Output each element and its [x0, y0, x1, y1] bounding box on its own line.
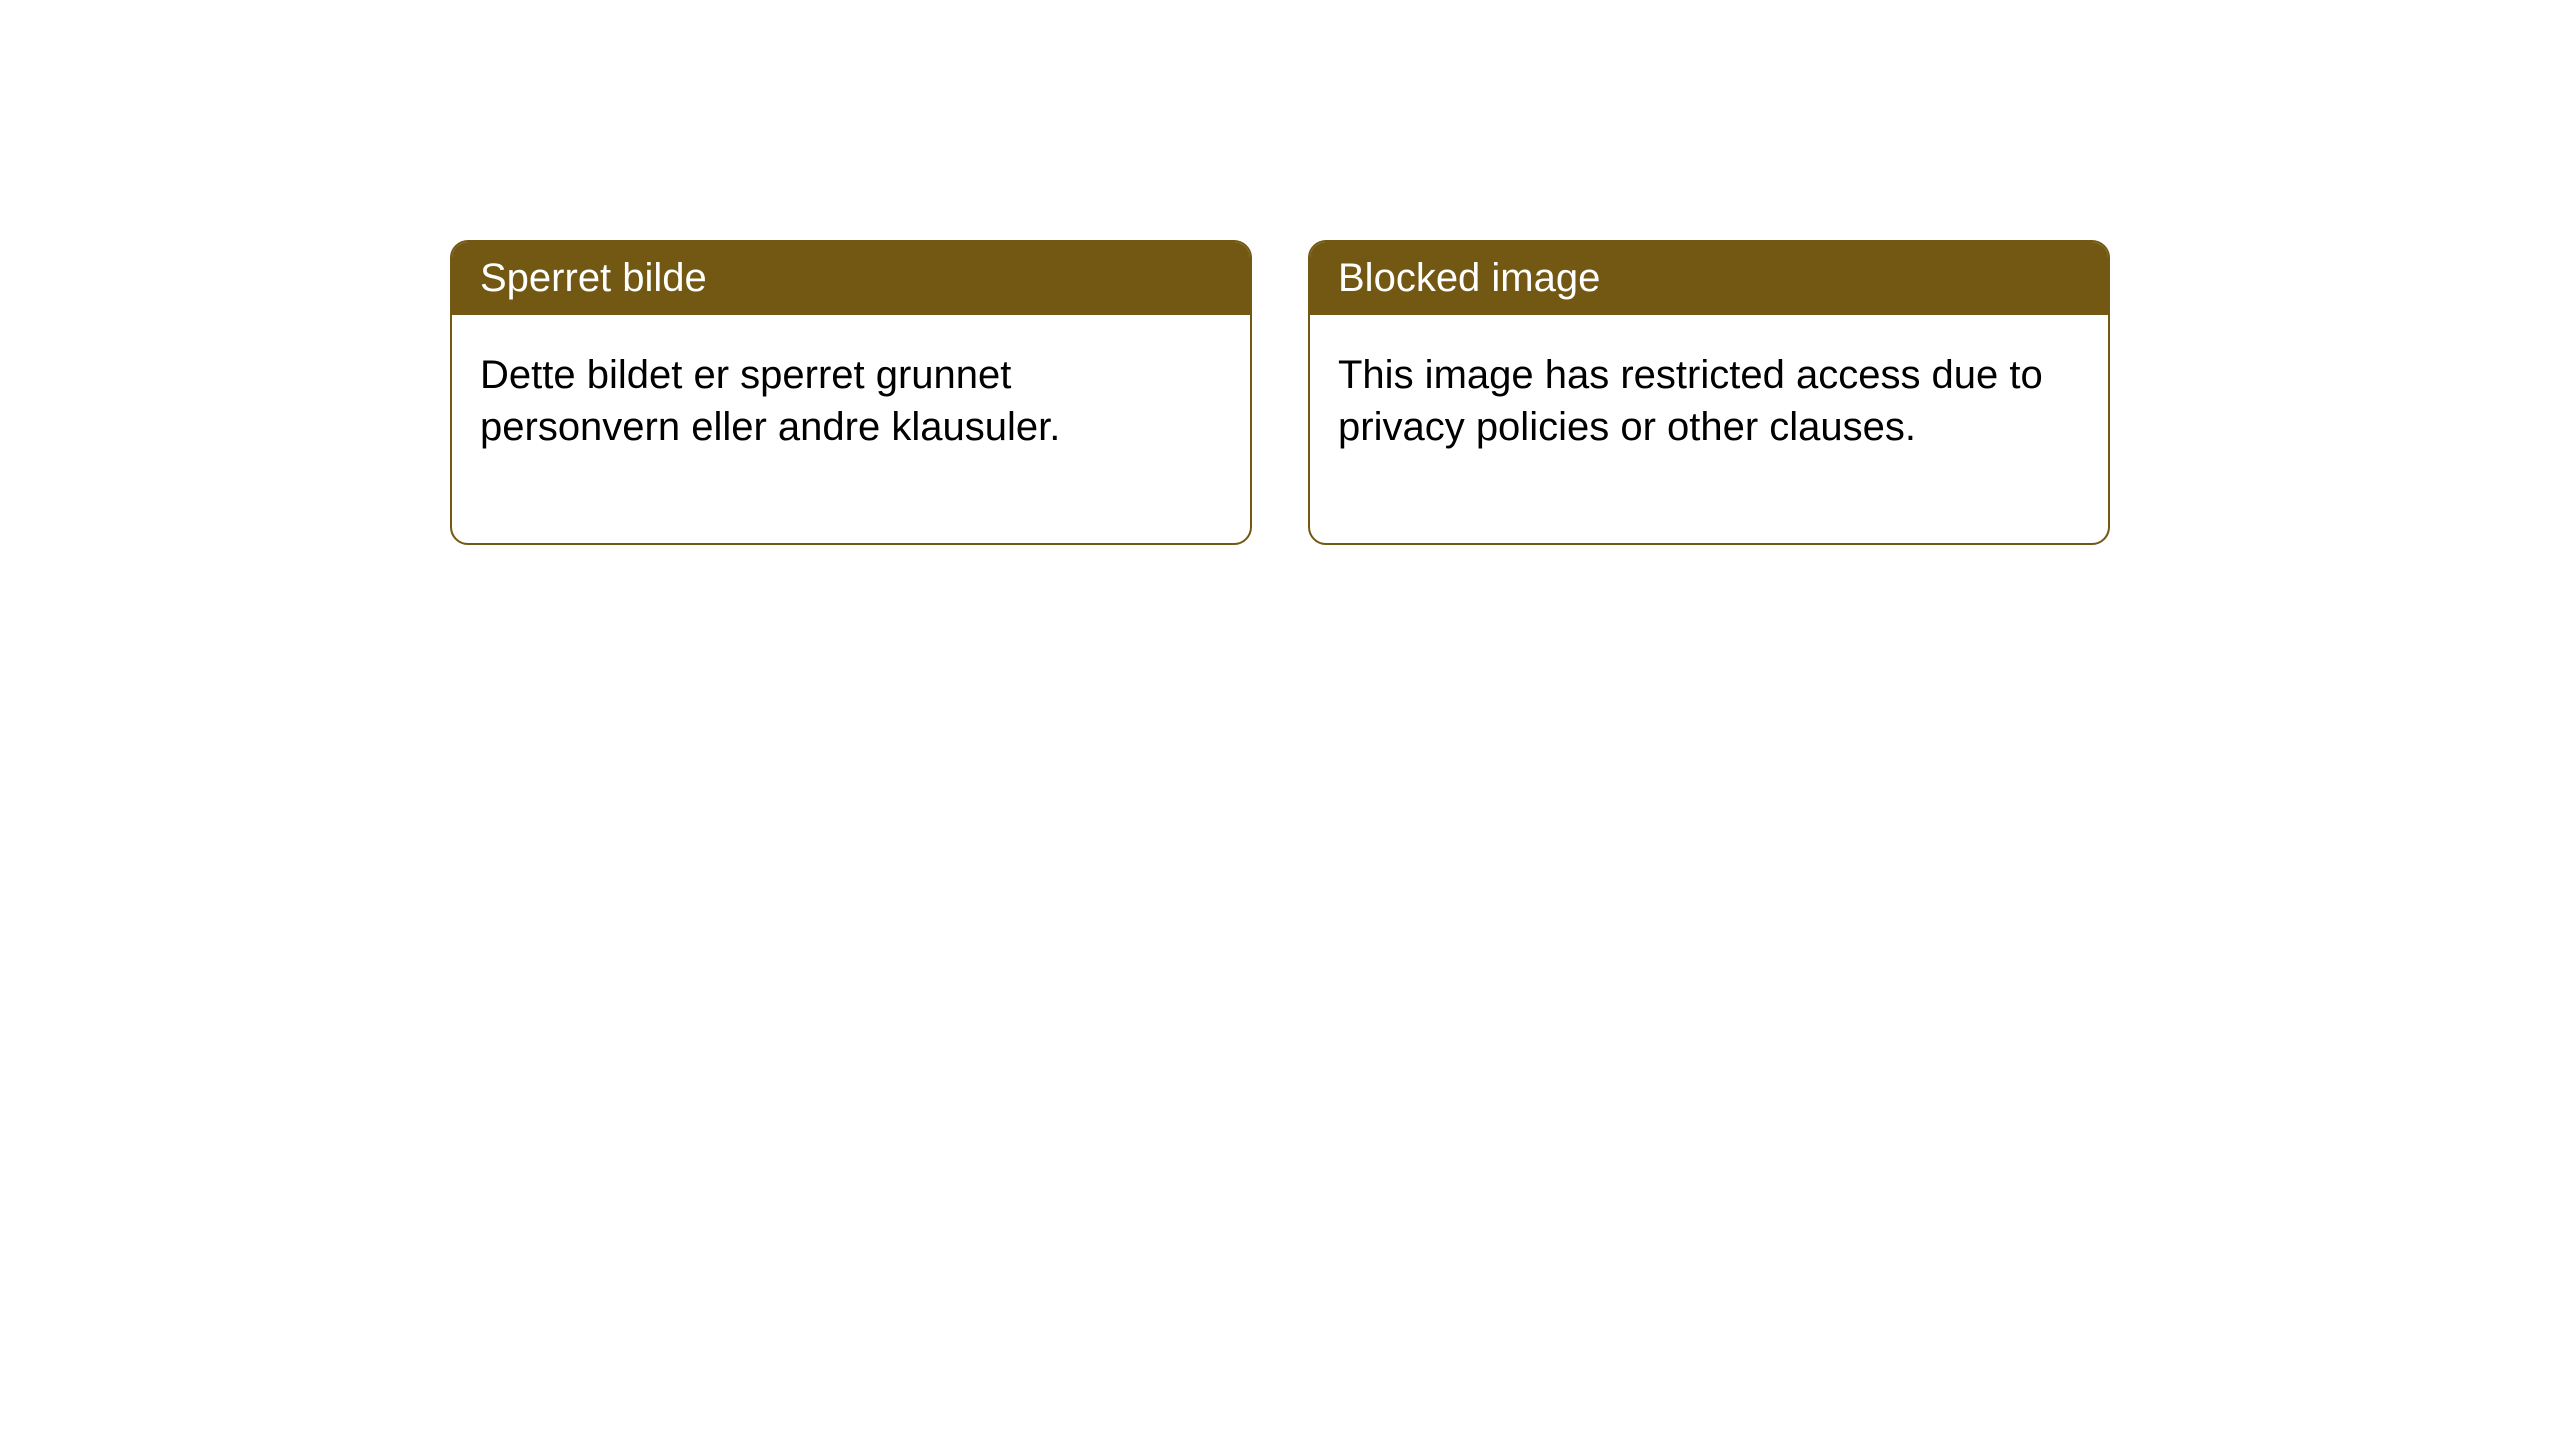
blocked-image-card-en: Blocked image This image has restricted …: [1308, 240, 2110, 545]
card-body-text: This image has restricted access due to …: [1338, 353, 2043, 449]
blocked-image-card-no: Sperret bilde Dette bildet er sperret gr…: [450, 240, 1252, 545]
card-container: Sperret bilde Dette bildet er sperret gr…: [0, 0, 2560, 545]
card-body: Dette bildet er sperret grunnet personve…: [452, 315, 1250, 543]
card-title: Sperret bilde: [480, 256, 707, 300]
card-header: Sperret bilde: [452, 242, 1250, 315]
card-header: Blocked image: [1310, 242, 2108, 315]
card-body: This image has restricted access due to …: [1310, 315, 2108, 543]
card-body-text: Dette bildet er sperret grunnet personve…: [480, 353, 1060, 449]
card-title: Blocked image: [1338, 256, 1600, 300]
